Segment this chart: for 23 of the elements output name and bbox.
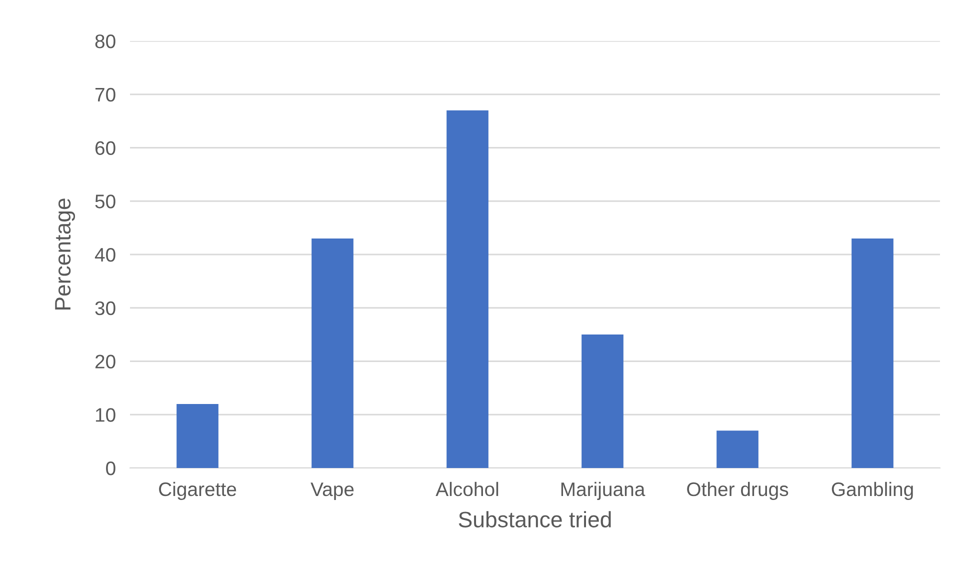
y-axis-title: Percentage [55,198,76,310]
y-tick-label: 20 [95,354,116,368]
bar [176,404,218,468]
y-tick-label: 80 [95,34,116,48]
bar [446,110,488,468]
x-tick-label: Vape [310,482,354,500]
x-tick-label: Cigarette [159,482,236,500]
x-axis-title: Substance tried [458,511,611,528]
bar [582,334,624,468]
y-tick-label: 10 [96,408,116,422]
y-tick-label: 60 [95,141,116,155]
y-tick-label: 40 [94,248,116,262]
x-tick-label: Marijuana [561,482,646,500]
y-tick-label: 30 [95,301,116,316]
x-tick-label: Alcohol [436,482,498,496]
bar [312,238,354,468]
bar [852,238,894,468]
x-tick-label: Other drugs [687,482,788,500]
bar [716,430,758,468]
y-tick-label: 0 [106,461,116,476]
y-tick-label: 70 [95,88,116,102]
y-tick-label: 50 [95,194,116,208]
x-tick-label: Gambling [832,482,913,500]
